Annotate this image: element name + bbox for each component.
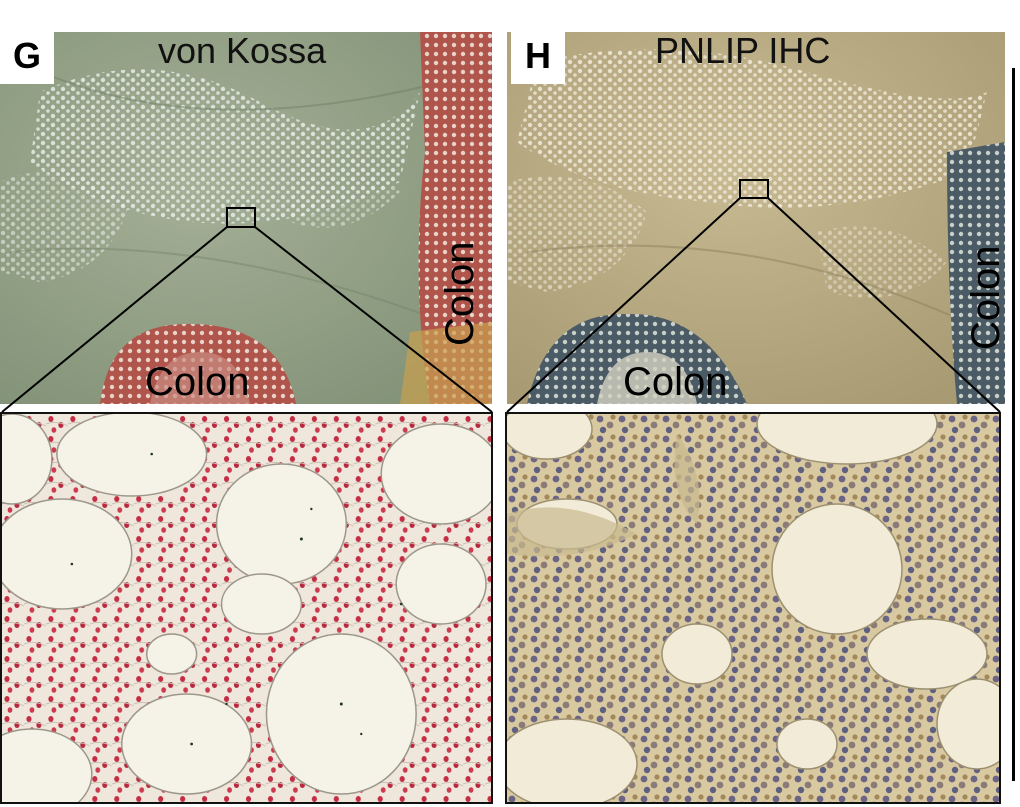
- panel-g-high-magnification: [0, 412, 493, 804]
- pnlip-ihc-high-image: [507, 414, 999, 802]
- stain-label-pnlip-ihc: PNLIP IHC: [655, 30, 831, 71]
- stain-label-von-kossa: von Kossa: [158, 30, 327, 71]
- pnlip-ihc-low-image: [507, 32, 1005, 404]
- panel-g-low-magnification: [0, 32, 492, 404]
- panel-h-low-magnification: [507, 32, 1005, 404]
- colon-label-g-side: Colon: [438, 241, 482, 346]
- scale-bar: [1012, 68, 1015, 781]
- von-kossa-high-image: [2, 414, 491, 802]
- von-kossa-low-image: [0, 32, 492, 404]
- colon-label-g-bottom: Colon: [145, 360, 250, 404]
- colon-label-h-side: Colon: [964, 245, 1008, 350]
- panel-letter-g: G: [0, 28, 54, 84]
- panel-letter-h: H: [511, 28, 565, 84]
- colon-label-h-bottom: Colon: [623, 360, 728, 404]
- panel-h-high-magnification: [505, 412, 1001, 804]
